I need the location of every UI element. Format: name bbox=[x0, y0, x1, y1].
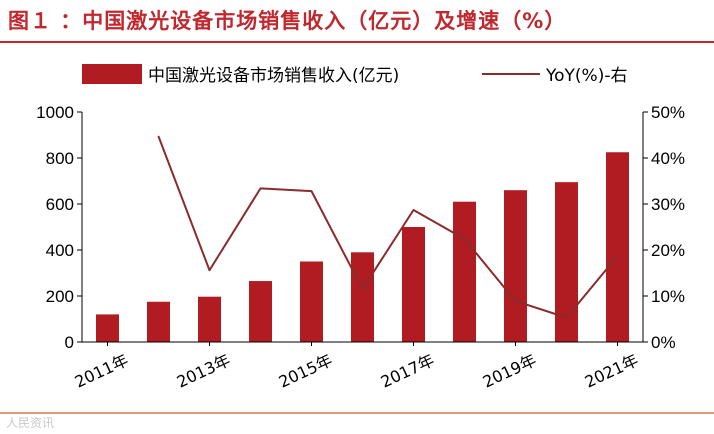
legend: 中国激光设备市场销售收入(亿元) YoY(%)-右 bbox=[82, 64, 627, 86]
left-axis-ticks: 0 200 400 600 800 1000 bbox=[36, 103, 82, 352]
right-tick-label: 30% bbox=[651, 195, 685, 214]
bottom-rule bbox=[0, 412, 714, 414]
bar-2013年 bbox=[198, 296, 221, 342]
x-tick-label: 2017年 bbox=[378, 350, 437, 391]
bar-2017年 bbox=[402, 227, 425, 342]
watermark: 人民资讯 bbox=[6, 416, 55, 430]
axes bbox=[81, 112, 644, 343]
yoy-point-2018年 bbox=[463, 238, 466, 240]
right-tick-label: 10% bbox=[651, 287, 685, 306]
bar-2011年 bbox=[96, 314, 119, 342]
left-tick-label: 400 bbox=[46, 241, 74, 260]
yoy-point-2015年 bbox=[310, 190, 313, 192]
legend-line-label: YoY(%)-右 bbox=[545, 66, 627, 86]
chart: 中国激光设备市场销售收入(亿元) YoY(%)-右 0 200 400 600 800 1… bbox=[36, 64, 685, 392]
left-tick-label: 1000 bbox=[36, 103, 74, 122]
bar-2016年 bbox=[351, 252, 374, 342]
yoy-line bbox=[157, 136, 619, 319]
legend-bar-swatch bbox=[82, 64, 142, 84]
x-tick-label: 2021年 bbox=[582, 350, 641, 391]
right-tick-label: 20% bbox=[651, 241, 685, 260]
right-axis-ticks: 0% 10% 20% 30% 40% 50% bbox=[643, 103, 685, 352]
bar-2021年 bbox=[606, 152, 629, 342]
bar-2020年 bbox=[555, 182, 578, 342]
left-tick-label: 600 bbox=[46, 195, 74, 214]
right-tick-label: 50% bbox=[651, 103, 685, 122]
yoy-point-2016年 bbox=[361, 288, 364, 290]
yoy-point-2021年 bbox=[616, 255, 619, 257]
x-tick-label: 2015年 bbox=[276, 350, 335, 391]
bar-2018年 bbox=[453, 201, 476, 342]
x-tick-label: 2019年 bbox=[480, 350, 539, 391]
yoy-point-2014年 bbox=[259, 187, 262, 190]
bar-2012年 bbox=[147, 301, 170, 342]
yoy-point-2019年 bbox=[514, 300, 517, 302]
line-series bbox=[157, 135, 619, 319]
left-tick-label: 800 bbox=[46, 149, 74, 168]
yoy-point-2020年 bbox=[565, 316, 568, 319]
legend-bar-label: 中国激光设备市场销售收入(亿元) bbox=[148, 66, 399, 86]
bar-2019年 bbox=[504, 190, 527, 342]
title-rule bbox=[0, 41, 714, 43]
bar-2015年 bbox=[300, 261, 323, 342]
figure-title: 图１ ：中国激光设备市场销售收入（亿元）及增速（%） bbox=[8, 9, 567, 33]
yoy-point-2013年 bbox=[208, 269, 211, 272]
left-tick-label: 200 bbox=[46, 287, 74, 306]
left-tick-label: 0 bbox=[65, 333, 74, 352]
bar-2014年 bbox=[249, 281, 272, 342]
right-tick-label: 40% bbox=[651, 149, 685, 168]
yoy-point-2017年 bbox=[412, 209, 415, 211]
title-bar: 图１ ：中国激光设备市场销售收入（亿元）及增速（%） bbox=[0, 0, 714, 44]
x-axis-ticks: 2011年 2013年 2015年 2017年 2019年 2021年 bbox=[72, 342, 641, 392]
x-tick-label: 2011年 bbox=[72, 350, 131, 391]
yoy-point-2012年 bbox=[157, 135, 160, 138]
x-tick-label: 2013年 bbox=[174, 350, 233, 391]
right-tick-label: 0% bbox=[651, 333, 676, 352]
